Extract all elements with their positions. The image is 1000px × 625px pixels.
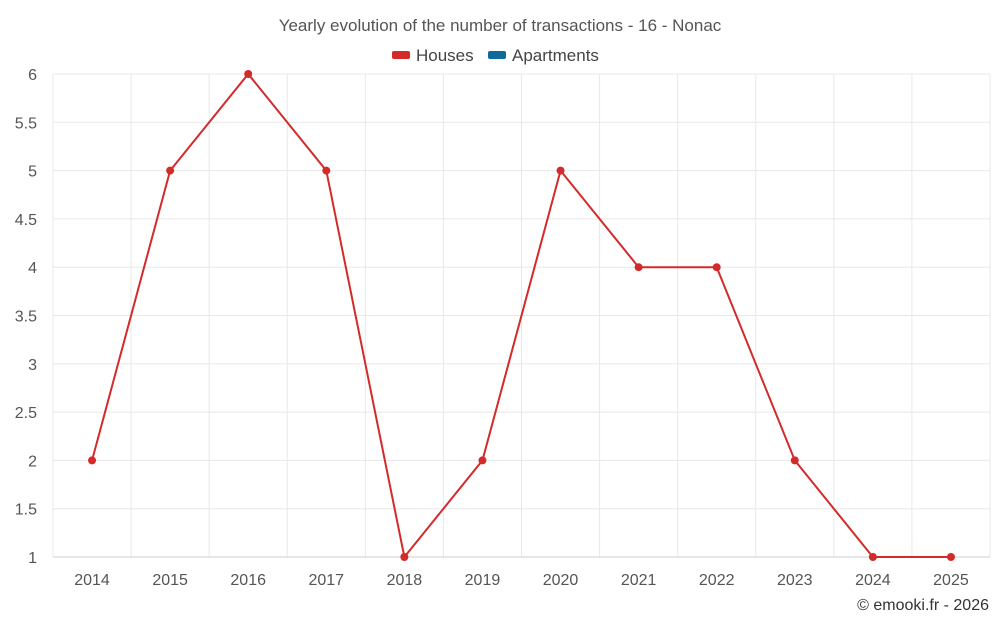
y-tick-label: 3: [28, 357, 37, 374]
legend-swatch-houses: [392, 51, 410, 59]
y-tick-label: 4: [28, 260, 37, 277]
data-point[interactable]: [712, 263, 721, 272]
x-tick-label: 2016: [230, 572, 266, 589]
x-tick-label: 2020: [543, 572, 579, 589]
x-tick-label: 2025: [933, 572, 969, 589]
x-tick-label: 2022: [699, 572, 735, 589]
data-point[interactable]: [868, 553, 877, 561]
legend: Houses Apartments: [392, 46, 599, 65]
legend-label-apartments: Apartments: [512, 46, 599, 65]
x-tick-label: 2018: [387, 572, 423, 589]
x-tick-label: 2021: [621, 572, 657, 589]
legend-item-houses[interactable]: Houses: [392, 46, 474, 65]
grid: [52, 73, 991, 557]
data-point[interactable]: [166, 166, 175, 175]
y-tick-label: 4.5: [15, 212, 37, 229]
x-tick-label: 2023: [777, 572, 813, 589]
x-tick-label: 2017: [308, 572, 344, 589]
y-tick-label: 3.5: [15, 309, 37, 326]
y-axis: 1 1.5 2 2.5 3 3.5 4 4.5 5 5.5 6: [15, 67, 37, 567]
chart-title: Yearly evolution of the number of transa…: [279, 16, 722, 35]
legend-label-houses: Houses: [416, 46, 474, 65]
y-tick-label: 2: [28, 453, 37, 470]
data-point[interactable]: [556, 166, 565, 175]
data-point[interactable]: [634, 263, 643, 272]
data-point[interactable]: [946, 553, 955, 561]
data-point[interactable]: [478, 456, 487, 465]
data-point[interactable]: [400, 553, 409, 561]
credit-text: © emooki.fr - 2026: [857, 597, 989, 614]
y-tick-label: 2.5: [15, 405, 37, 422]
y-tick-label: 5: [28, 164, 37, 181]
y-tick-label: 6: [28, 67, 37, 84]
data-point[interactable]: [322, 166, 331, 175]
y-tick-label: 1: [28, 550, 37, 567]
x-tick-label: 2019: [465, 572, 501, 589]
plot-area: [88, 70, 955, 561]
x-tick-label: 2024: [855, 572, 891, 589]
data-point[interactable]: [790, 456, 799, 465]
x-axis: 2014 2015 2016 2017 2018 2019 2020 2021 2022 2023…: [53, 556, 990, 589]
x-tick-label: 2015: [152, 572, 188, 589]
x-tick-label: 2014: [74, 572, 110, 589]
data-point[interactable]: [88, 456, 97, 465]
y-tick-label: 1.5: [15, 502, 37, 519]
y-tick-label: 5.5: [15, 115, 37, 132]
data-point[interactable]: [244, 70, 253, 78]
legend-item-apartments[interactable]: Apartments: [488, 46, 599, 65]
series-line-houses: [91, 72, 951, 560]
legend-swatch-apartments: [488, 51, 506, 59]
